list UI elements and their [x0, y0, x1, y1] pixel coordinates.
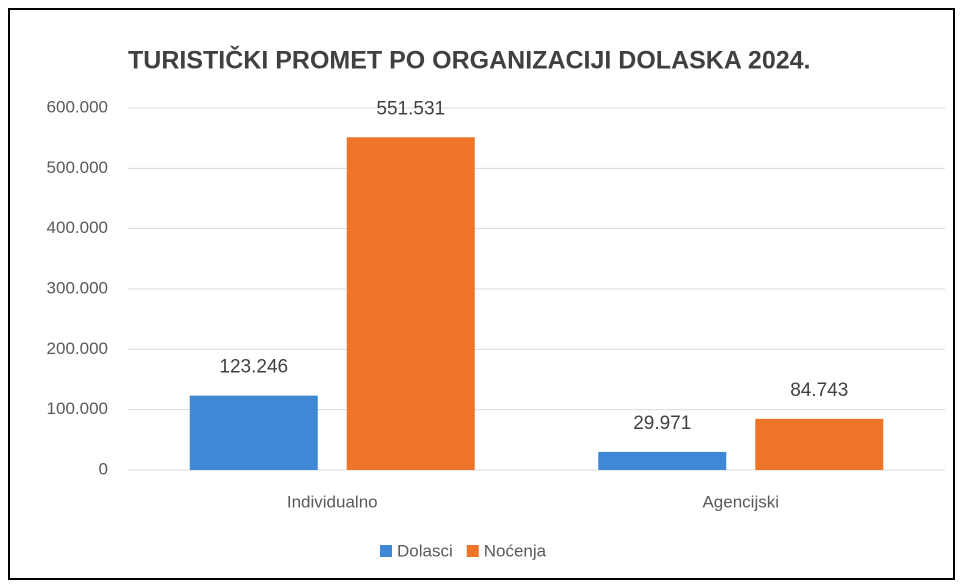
bar	[346, 137, 475, 470]
legend-swatch	[466, 545, 479, 557]
y-tick-label: 400.000	[47, 218, 108, 237]
y-tick-label: 500.000	[47, 158, 108, 177]
bar	[189, 395, 318, 470]
bar	[755, 418, 884, 470]
y-tick-label: 0	[99, 459, 108, 478]
y-tick-label: 600.000	[47, 97, 108, 116]
data-label: 551.531	[376, 98, 445, 119]
y-tick-label: 100.000	[47, 399, 108, 418]
bar	[598, 451, 727, 470]
x-tick-label: Individualno	[287, 492, 378, 511]
data-label: 84.743	[790, 380, 848, 401]
x-tick-label: Agencijski	[702, 492, 779, 511]
chart-title: TURISTIČKI PROMET PO ORGANIZACIJI DOLASK…	[128, 45, 810, 75]
y-tick-label: 200.000	[47, 339, 108, 358]
chart-border	[8, 8, 955, 580]
y-tick-label: 300.000	[47, 278, 108, 297]
legend-label: Noćenja	[484, 541, 547, 560]
data-label: 123.246	[219, 357, 288, 378]
legend-swatch	[380, 545, 392, 557]
legend-label: Dolasci	[397, 541, 453, 560]
data-label: 29.971	[633, 413, 691, 434]
